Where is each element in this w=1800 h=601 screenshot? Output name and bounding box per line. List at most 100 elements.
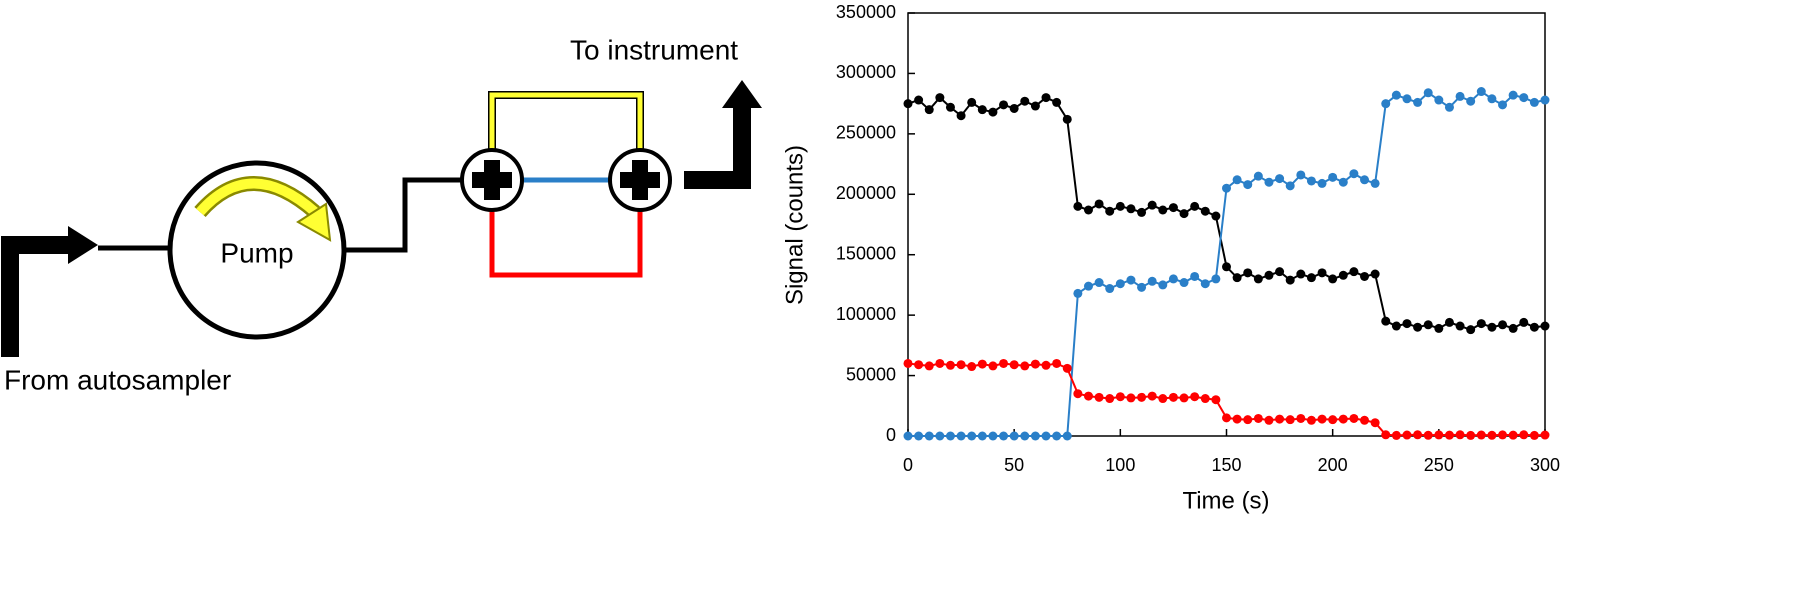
y-tick-label: 100000 <box>836 304 896 324</box>
data-point <box>1126 393 1136 403</box>
data-point <box>1402 94 1412 104</box>
data-point <box>1264 270 1274 280</box>
data-point <box>1083 205 1093 215</box>
plot-frame <box>907 12 1546 437</box>
data-point <box>1391 90 1401 100</box>
data-point <box>914 360 924 370</box>
data-point <box>1179 278 1189 288</box>
data-point <box>1137 282 1147 292</box>
data-point <box>956 431 966 441</box>
inlet-label: From autosampler <box>4 364 231 395</box>
series-line <box>907 362 1546 437</box>
data-point <box>1275 267 1285 277</box>
data-point <box>1253 274 1263 284</box>
tubing <box>344 177 462 253</box>
data-point <box>967 97 977 107</box>
data-point <box>1232 175 1242 185</box>
inlet-arrowhead <box>68 226 98 264</box>
data-point <box>1052 431 1062 441</box>
y-axis-title: Signal (counts) <box>781 145 808 305</box>
data-point <box>1434 323 1444 333</box>
data-point <box>956 111 966 121</box>
data-point <box>1370 178 1380 188</box>
x-tick-label: 250 <box>1424 455 1454 475</box>
data-point <box>1381 430 1391 440</box>
data-point <box>1466 96 1476 106</box>
yellow-loop-outline <box>488 91 644 150</box>
data-point <box>1296 413 1306 423</box>
data-point <box>924 361 934 371</box>
data-point <box>1423 430 1433 440</box>
data-point <box>1200 394 1210 404</box>
data-point <box>1115 201 1125 211</box>
data-point <box>1094 392 1104 402</box>
data-point <box>1200 279 1210 289</box>
data-point <box>1296 269 1306 279</box>
data-point <box>1391 321 1401 331</box>
y-tick-label: 250000 <box>836 123 896 143</box>
data-point <box>1317 414 1327 424</box>
data-point <box>1211 395 1221 405</box>
data-point <box>1487 430 1497 440</box>
data-point <box>1317 268 1327 278</box>
data-point <box>1222 262 1231 272</box>
data-point <box>977 105 987 115</box>
data-point <box>1328 172 1338 182</box>
data-point <box>1498 430 1508 440</box>
data-point <box>1253 413 1263 423</box>
x-tick-label: 50 <box>1004 455 1024 475</box>
data-point <box>1030 101 1040 111</box>
data-point <box>1083 281 1093 291</box>
data-point <box>1190 271 1200 281</box>
data-point <box>1498 320 1508 330</box>
data-point <box>1402 430 1412 440</box>
data-point <box>1232 414 1242 424</box>
data-point <box>1147 391 1157 401</box>
data-point <box>1508 323 1518 333</box>
x-tick-label: 150 <box>1211 455 1241 475</box>
data-point <box>1381 99 1391 109</box>
data-point <box>945 360 955 370</box>
data-point <box>1020 431 1030 441</box>
data-point <box>1094 199 1104 209</box>
data-point <box>1275 414 1285 424</box>
x-tick-label: 300 <box>1530 455 1560 475</box>
data-point <box>1052 97 1062 107</box>
data-point <box>1476 430 1486 440</box>
data-point <box>988 431 998 441</box>
data-point <box>1413 322 1423 332</box>
data-point <box>914 431 924 441</box>
y-tick-label: 0 <box>886 425 896 445</box>
data-point <box>1423 320 1433 330</box>
data-point <box>1529 322 1539 332</box>
y-tick-label: 50000 <box>846 364 896 384</box>
data-point <box>1413 430 1423 440</box>
data-point <box>1168 274 1178 284</box>
data-point <box>1306 273 1316 283</box>
data-point <box>1381 316 1391 326</box>
data-point <box>977 431 987 441</box>
data-point <box>1317 178 1327 188</box>
data-point <box>1540 95 1550 105</box>
data-point <box>1105 206 1115 216</box>
data-point <box>1328 415 1338 425</box>
data-point <box>1285 181 1295 191</box>
outlet-arrow <box>684 105 751 189</box>
data-point <box>1540 321 1550 331</box>
data-point <box>1222 183 1231 193</box>
flow-diagram: Pump To instrument From autosampler <box>1 34 762 395</box>
data-point <box>1519 317 1529 327</box>
data-point <box>1498 100 1508 110</box>
data-point <box>1137 392 1147 402</box>
outlet-label: To instrument <box>570 34 738 65</box>
tee-cross <box>620 160 660 200</box>
data-point <box>935 431 945 441</box>
data-point <box>1062 114 1072 124</box>
data-point <box>1115 279 1125 289</box>
data-point <box>1253 171 1263 181</box>
data-point <box>1529 430 1539 440</box>
data-point <box>1009 103 1019 113</box>
data-point <box>1030 431 1040 441</box>
data-point <box>1360 271 1370 281</box>
data-point <box>1083 391 1093 401</box>
